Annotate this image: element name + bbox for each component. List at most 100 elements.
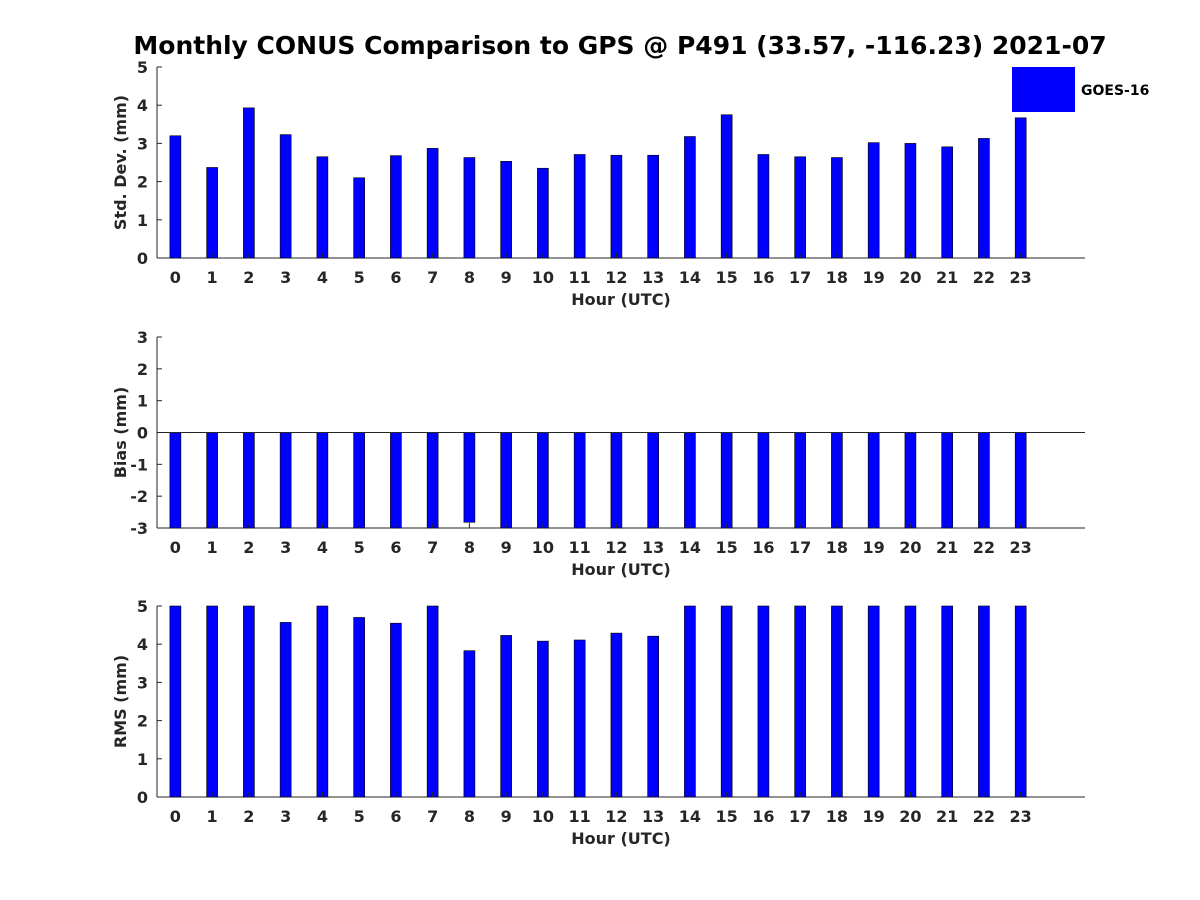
x-tick-label: 2 xyxy=(243,538,254,557)
bar-hour-0 xyxy=(169,605,182,798)
bar-hour-21 xyxy=(941,432,953,529)
y-tick-label: 0 xyxy=(137,788,148,807)
bar-hour-7 xyxy=(426,605,439,798)
bar-hour-11 xyxy=(573,154,586,259)
y-tick-label: 0 xyxy=(137,249,148,268)
y-tick-label: 3 xyxy=(137,673,148,692)
x-tick-label: 20 xyxy=(899,807,921,826)
legend: GOES-16 xyxy=(1012,67,1149,112)
bar-hour-12 xyxy=(610,432,623,529)
y-tick-label: 1 xyxy=(137,750,148,769)
x-tick-label: 5 xyxy=(354,268,365,287)
bar-hour-22 xyxy=(978,432,990,529)
x-tick-label: 8 xyxy=(464,268,475,287)
bar-hour-2 xyxy=(243,432,255,529)
y-tick-label: 2 xyxy=(137,173,148,192)
bar-hour-8 xyxy=(463,650,476,798)
x-tick-label: 17 xyxy=(789,538,811,557)
y-axis-label: Std. Dev. (mm) xyxy=(111,95,130,230)
x-tick-label: 21 xyxy=(936,538,958,557)
bar-hour-8 xyxy=(463,157,476,259)
bar-hour-3 xyxy=(279,134,292,259)
bar-hour-13 xyxy=(647,635,659,798)
x-tick-label: 0 xyxy=(170,268,181,287)
x-tick-label: 12 xyxy=(605,268,627,287)
x-tick-label: 3 xyxy=(280,268,291,287)
x-tick-label: 22 xyxy=(973,807,995,826)
legend-swatch xyxy=(1012,67,1075,112)
x-tick-label: 14 xyxy=(679,538,701,557)
x-tick-label: 11 xyxy=(569,807,591,826)
x-tick-label: 15 xyxy=(716,807,738,826)
bar-hour-1 xyxy=(206,432,218,529)
bar-hour-23 xyxy=(1014,432,1027,529)
x-tick-label: 5 xyxy=(354,807,365,826)
x-tick-label: 2 xyxy=(243,268,254,287)
bar-hour-8 xyxy=(463,432,476,523)
y-tick-label: 3 xyxy=(137,134,148,153)
x-tick-label: 23 xyxy=(1010,807,1032,826)
bar-hour-14 xyxy=(684,432,696,529)
x-tick-label: 17 xyxy=(789,268,811,287)
x-tick-label: 19 xyxy=(863,538,885,557)
y-tick-label: 4 xyxy=(137,96,148,115)
bar-hour-23 xyxy=(1014,117,1027,259)
bar-hour-21 xyxy=(941,146,953,259)
x-tick-label: 10 xyxy=(532,538,554,557)
x-tick-label: 5 xyxy=(354,538,365,557)
bar-hour-16 xyxy=(757,154,770,259)
x-tick-label: 18 xyxy=(826,807,848,826)
x-tick-label: 2 xyxy=(243,807,254,826)
x-tick-label: 21 xyxy=(936,807,958,826)
x-tick-label: 15 xyxy=(716,538,738,557)
bar-hour-14 xyxy=(684,605,696,798)
y-tick-label: 1 xyxy=(137,392,148,411)
bar-hour-2 xyxy=(243,605,255,798)
x-tick-label: 0 xyxy=(170,538,181,557)
bar-hour-5 xyxy=(353,617,365,798)
bar-hour-17 xyxy=(794,156,806,259)
y-tick-label: 2 xyxy=(137,712,148,731)
bar-hour-13 xyxy=(647,432,659,529)
bar-hour-12 xyxy=(610,154,623,259)
x-tick-label: 3 xyxy=(280,538,291,557)
y-tick-label: 0 xyxy=(137,424,148,443)
x-tick-label: 23 xyxy=(1010,268,1032,287)
bar-hour-18 xyxy=(831,157,843,259)
x-tick-label: 14 xyxy=(679,807,701,826)
bar-hour-20 xyxy=(904,143,917,259)
bar-hour-17 xyxy=(794,432,806,529)
bar-hour-15 xyxy=(720,114,733,259)
x-tick-label: 16 xyxy=(752,538,774,557)
bar-hour-9 xyxy=(500,635,512,798)
y-tick-label: -3 xyxy=(130,519,148,538)
y-tick-label: 2 xyxy=(137,360,148,379)
x-tick-label: 8 xyxy=(464,538,475,557)
bar-hour-1 xyxy=(206,167,218,259)
y-tick-label: -1 xyxy=(130,455,148,474)
x-tick-label: 18 xyxy=(826,538,848,557)
x-tick-label: 3 xyxy=(280,807,291,826)
x-tick-label: 11 xyxy=(569,538,591,557)
bar-hour-19 xyxy=(867,142,880,259)
bar-hour-7 xyxy=(426,432,439,529)
bar-hour-1 xyxy=(206,605,218,798)
bar-hour-5 xyxy=(353,432,365,529)
x-tick-label: 4 xyxy=(317,807,328,826)
x-tick-label: 19 xyxy=(863,268,885,287)
x-tick-label: 9 xyxy=(501,268,512,287)
bar-hour-10 xyxy=(537,640,549,798)
bar-hour-19 xyxy=(867,432,880,529)
bar-hour-9 xyxy=(500,432,512,529)
x-tick-label: 20 xyxy=(899,538,921,557)
y-axis-label: Bias (mm) xyxy=(111,387,130,479)
bar-hour-17 xyxy=(794,605,806,798)
y-tick-label: -2 xyxy=(130,487,148,506)
y-tick-label: 5 xyxy=(137,597,148,616)
bar-hour-16 xyxy=(757,432,770,529)
bar-hour-14 xyxy=(684,136,696,259)
bar-hour-22 xyxy=(978,138,990,259)
x-tick-label: 21 xyxy=(936,268,958,287)
